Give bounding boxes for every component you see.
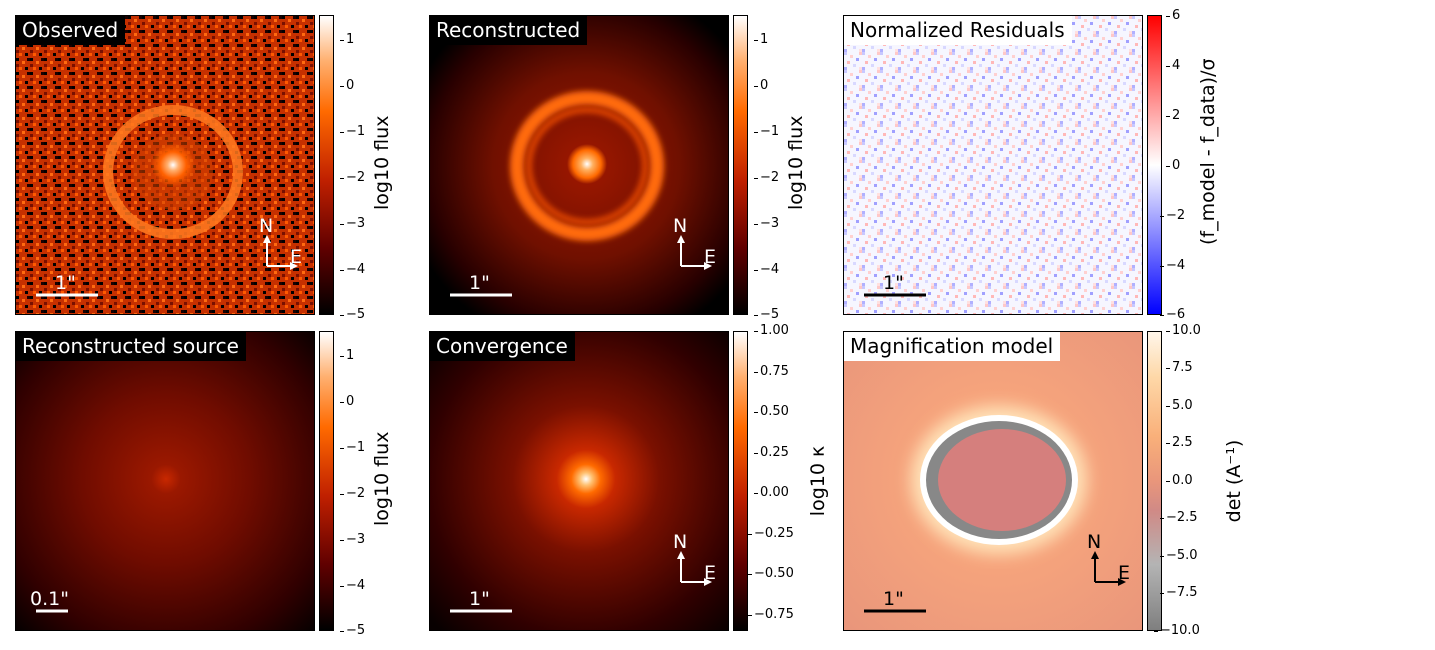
colorbar-tick: −4 xyxy=(1159,258,1186,273)
scale-bar-label: 1" xyxy=(469,272,490,294)
colorbar-tick: −3 xyxy=(339,216,366,231)
colorbar-label: log10 κ xyxy=(807,445,829,517)
colorbar-tick: −7.5 xyxy=(1160,585,1198,600)
convergence-image xyxy=(430,332,728,630)
colorbar-label: det (A⁻¹) xyxy=(1223,439,1245,523)
colorbar-tick: 10.0 xyxy=(1166,323,1201,338)
residuals-colorbar xyxy=(1147,15,1162,315)
scale-bar-label: 0.1" xyxy=(30,588,69,610)
colorbar-tick: −1 xyxy=(753,124,780,139)
panel-title: Magnification model xyxy=(844,332,1061,361)
colorbar-tick: −4 xyxy=(339,578,366,593)
source-panel: Reconstructed source 0.1" xyxy=(15,331,315,631)
compass-north-label: N xyxy=(673,531,688,553)
colorbar-tick: −5 xyxy=(339,307,366,322)
colorbar-tick: −1 xyxy=(339,124,366,139)
scale-bar-label: 1" xyxy=(469,588,490,610)
colorbar-tick: −0.25 xyxy=(748,526,794,541)
colorbar-tick: −4 xyxy=(753,262,780,277)
colorbar-label: log10 flux xyxy=(785,115,807,210)
convergence-panel: Convergence 1" N E xyxy=(429,331,729,631)
colorbar-tick: −5 xyxy=(753,307,780,322)
compass-east-label: E xyxy=(1118,562,1131,584)
colorbar-tick: −5 xyxy=(339,623,366,638)
colorbar-tick: 0.50 xyxy=(754,404,789,419)
colorbar-tick: 0.00 xyxy=(754,485,789,500)
observed-image xyxy=(16,16,314,314)
colorbar-tick: −0.50 xyxy=(748,566,794,581)
residuals-panel: Normalized Residuals 1" xyxy=(843,15,1143,315)
source-colorbar xyxy=(319,331,334,631)
reconstructed-colorbar xyxy=(733,15,748,315)
colorbar-tick: 0.75 xyxy=(754,364,789,379)
colorbar-tick: −3 xyxy=(339,532,366,547)
colorbar-tick: −5.0 xyxy=(1160,548,1198,563)
colorbar-tick: 2 xyxy=(1165,108,1181,123)
colorbar-tick: −4 xyxy=(339,262,366,277)
colorbar-tick: 0 xyxy=(1165,158,1181,173)
magnification-image xyxy=(844,332,1142,630)
colorbar-tick: 0 xyxy=(753,78,769,93)
reconstructed-panel: Reconstructed 1" N E xyxy=(429,15,729,315)
colorbar-tick: −10.0 xyxy=(1154,623,1200,638)
colorbar-tick: 0.25 xyxy=(754,445,789,460)
colorbar-tick: −2 xyxy=(1159,208,1186,223)
scale-bar-label: 1" xyxy=(55,272,76,294)
compass-north-label: N xyxy=(259,215,274,237)
colorbar-tick: 0 xyxy=(339,394,355,409)
panel-title: Convergence xyxy=(430,332,575,361)
compass-east-label: E xyxy=(704,246,717,268)
residuals-image xyxy=(844,16,1142,314)
colorbar-tick: 1 xyxy=(339,348,355,363)
colorbar-tick: 1 xyxy=(753,32,769,47)
colorbar-tick: 6 xyxy=(1165,8,1181,23)
reconstructed-image xyxy=(430,16,728,314)
magnification-panel: Magnification model 1" N E xyxy=(843,331,1143,631)
colorbar-tick: −1 xyxy=(339,440,366,455)
colorbar-tick: 0 xyxy=(339,78,355,93)
source-image xyxy=(16,332,314,630)
colorbar-label: (f_model - f_data)/σ xyxy=(1197,58,1219,245)
colorbar-tick: 1.00 xyxy=(754,323,789,338)
colorbar-tick: −2.5 xyxy=(1160,510,1198,525)
scale-bar-label: 1" xyxy=(883,272,904,294)
panel-title: Reconstructed xyxy=(430,16,588,45)
compass-north-label: N xyxy=(673,215,688,237)
panel-title: Observed xyxy=(16,16,126,45)
colorbar-tick: 7.5 xyxy=(1166,360,1193,375)
colorbar-tick: 2.5 xyxy=(1166,435,1193,450)
observed-panel: Observed 1" N E xyxy=(15,15,315,315)
scale-bar-label: 1" xyxy=(883,588,904,610)
magnification-colorbar xyxy=(1147,331,1162,631)
colorbar-tick: −2 xyxy=(339,170,366,185)
colorbar-tick: 0.0 xyxy=(1166,473,1193,488)
panel-title: Normalized Residuals xyxy=(844,16,1072,45)
convergence-colorbar xyxy=(733,331,748,631)
panel-title: Reconstructed source xyxy=(16,332,246,361)
colorbar-tick: −2 xyxy=(339,486,366,501)
colorbar-label: log10 flux xyxy=(371,431,393,526)
colorbar-tick: −6 xyxy=(1159,307,1186,322)
colorbar-label: log10 flux xyxy=(371,115,393,210)
colorbar-tick: 5.0 xyxy=(1166,398,1193,413)
compass-east-label: E xyxy=(704,562,717,584)
colorbar-tick: −3 xyxy=(753,216,780,231)
compass-east-label: E xyxy=(290,246,303,268)
colorbar-tick: 1 xyxy=(339,32,355,47)
observed-colorbar xyxy=(319,15,334,315)
colorbar-tick: −0.75 xyxy=(748,607,794,622)
colorbar-tick: −2 xyxy=(753,170,780,185)
compass-north-label: N xyxy=(1087,531,1102,553)
colorbar-tick: 4 xyxy=(1165,58,1181,73)
